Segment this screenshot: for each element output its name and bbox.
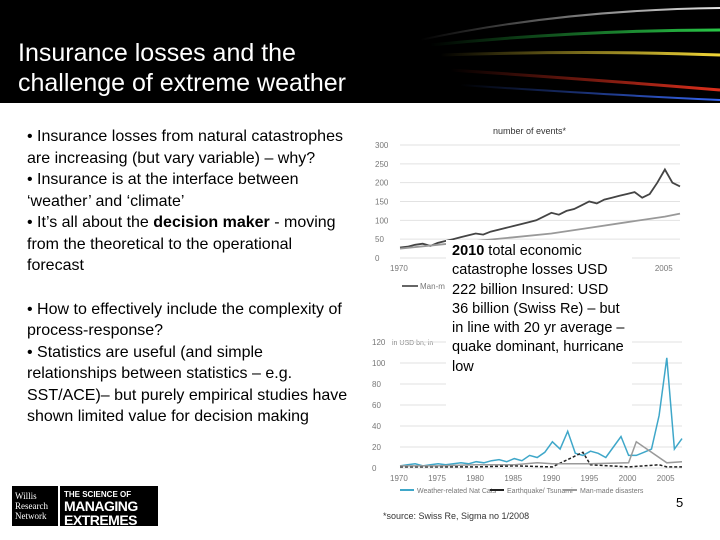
light-streaks-image	[419, 7, 720, 101]
x-tick-label: 2005	[655, 264, 673, 273]
bullet-list: • Insurance losses from natural catastro…	[27, 126, 352, 428]
x-tick-label: 1970	[390, 264, 408, 273]
callout-year: 2010	[452, 243, 485, 259]
willis-logo-line: Research	[15, 501, 48, 511]
bullet-bold-text: decision maker	[153, 214, 270, 231]
logo-line: THE SCIENCE OF	[64, 490, 132, 499]
legend-label: Man-m	[420, 282, 445, 291]
title-banner: Insurance losses and the challenge of ex…	[0, 0, 720, 103]
y-tick-label: 60	[372, 401, 381, 410]
willis-logo: Willis Research Network	[12, 486, 58, 526]
y-tick-label: 250	[375, 160, 389, 169]
y-tick-label: 120	[372, 338, 386, 347]
y-tick-label: 100	[375, 216, 389, 225]
bullet-text: - moving from the theoretical to the ope…	[27, 214, 336, 274]
slide-title: Insurance losses and the challenge of ex…	[18, 38, 346, 98]
y-axis-label: in USD bn, in	[392, 340, 433, 347]
y-tick-label: 200	[375, 179, 389, 188]
callout-text: total economic catastrophe losses USD 22…	[452, 243, 625, 375]
bullet-item: • It’s all about the decision maker - mo…	[27, 212, 352, 277]
title-line-1: Insurance losses and the	[18, 39, 296, 67]
bullet-item: • Statistics are useful (and simple rela…	[27, 343, 348, 426]
x-tick-label: 2005	[657, 474, 675, 483]
logo-line: EXTREMES	[64, 512, 138, 528]
legend-label: Man-made disasters	[580, 488, 644, 495]
bullet-item: • How to effectively include the complex…	[27, 300, 342, 340]
y-tick-label: 100	[372, 359, 386, 368]
y-tick-label: 150	[375, 198, 389, 207]
series-line	[400, 451, 682, 468]
source-footnote: *source: Swiss Re, Sigma no 1/2008	[383, 511, 530, 521]
y-tick-label: 0	[372, 464, 377, 473]
title-line-2: challenge of extreme weather	[18, 69, 346, 97]
y-tick-label: 20	[372, 443, 381, 452]
x-tick-label: 1970	[390, 474, 408, 483]
legend-label: Weather-related Nat Cats	[417, 488, 497, 495]
page-number: 5	[676, 495, 684, 510]
x-tick-label: 1975	[428, 474, 446, 483]
bullet-text: • It’s all about the	[27, 214, 154, 231]
legend-label: Earthquake/ Tsunami	[507, 488, 573, 495]
x-tick-label: 1980	[466, 474, 484, 483]
y-tick-label: 40	[372, 422, 381, 431]
x-tick-label: 1990	[542, 474, 560, 483]
chart-title: number of events*	[493, 126, 567, 136]
series-line	[399, 357, 683, 467]
events-count-chart: number of events*30025020015010050019700…	[375, 126, 681, 291]
series-line	[400, 440, 683, 467]
y-tick-label: 80	[372, 380, 381, 389]
logo-line: MANAGING	[64, 498, 138, 514]
willis-logo-line: Willis	[15, 491, 37, 501]
bullet-item: • Insurance is at the interface between …	[27, 171, 299, 210]
x-tick-label: 1985	[504, 474, 522, 483]
science-of-managing-extremes-logo: THE SCIENCE OF MANAGING EXTREMES	[60, 486, 158, 528]
bullet-item: • Insurance losses from natural catastro…	[27, 128, 343, 167]
x-tick-label: 1995	[581, 474, 599, 483]
series-line	[399, 167, 681, 249]
y-tick-label: 50	[375, 235, 384, 244]
x-tick-label: 2000	[619, 474, 637, 483]
y-tick-label: 0	[375, 254, 380, 263]
callout-box: 2010 total economic catastrophe losses U…	[446, 240, 632, 406]
y-tick-label: 300	[375, 141, 389, 150]
willis-logo-line: Network	[15, 511, 47, 521]
